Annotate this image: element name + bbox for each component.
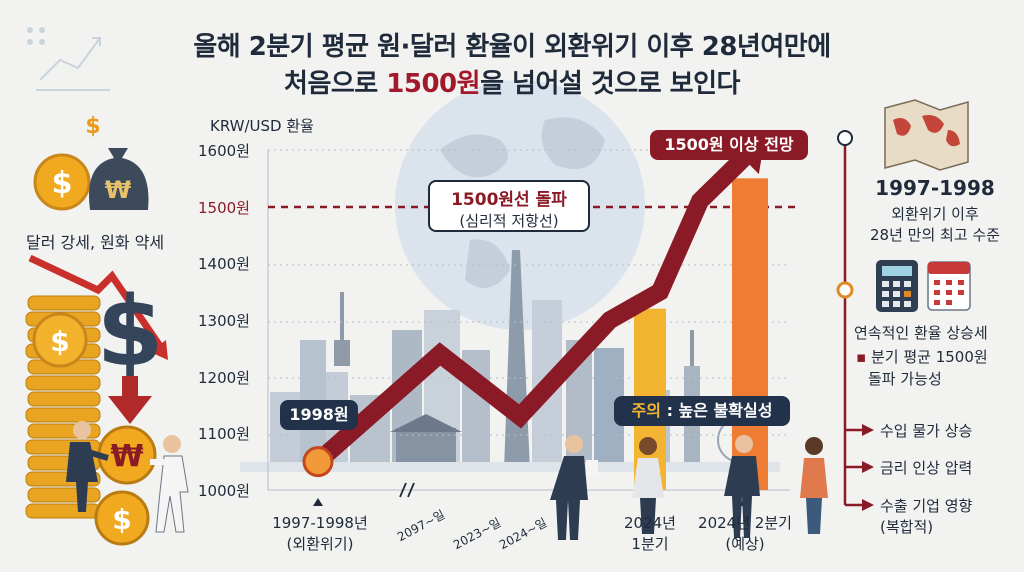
svg-text:₩: ₩ — [110, 439, 143, 474]
impact-item-1: 수입 물가 상승 — [880, 422, 973, 440]
dollar-coin-icon: $ — [94, 490, 150, 546]
svg-text:$: $ — [85, 114, 100, 139]
left-caption: 달러 강세, 원화 약세 — [26, 233, 165, 252]
caution-callout: 주의 : 높은 불확실성 — [614, 396, 790, 426]
dollar-coin-icon: $ — [32, 312, 88, 368]
title-line-2: 처음으로 1500원을 넘어설 것으로 보인다 — [0, 63, 1024, 100]
y-tick-label: 1100원 — [198, 425, 250, 444]
threshold-callout-sub: (심리적 저항선) — [459, 212, 559, 230]
x-label-1997-1998: 1997-1998년 (외환위기) — [272, 514, 368, 553]
trend-sketch-icon — [27, 27, 110, 91]
svg-text:$: $ — [97, 276, 164, 388]
won-coin-icon: ₩ — [97, 425, 157, 485]
right-period-desc-2: 28년 만의 최고 수준 — [870, 226, 1000, 244]
right-period-desc-1: 외환위기 이후 — [891, 205, 979, 223]
world-map-icon — [884, 99, 969, 171]
person-woman-figure — [800, 437, 828, 534]
threshold-callout: 1500원선 돌파 (심리적 저항선) — [428, 180, 590, 232]
right-timeline — [836, 130, 874, 511]
forecast-callout: 1500원 이상 전망 — [650, 130, 808, 160]
x-axis-markers — [313, 498, 749, 506]
impact-item-2: 금리 인상 압력 — [880, 459, 973, 477]
dollar-coin-icon: $ — [33, 153, 91, 211]
svg-text:$: $ — [50, 325, 69, 358]
svg-text:$: $ — [52, 166, 73, 201]
businessman-figure — [66, 421, 109, 512]
impact-item-3-sub: (복합적) — [880, 518, 934, 536]
x-label-2024-q1: 2024년 1분기 — [624, 514, 676, 553]
y-tick-label: 1000원 — [198, 482, 250, 500]
right-trend-desc-1: ▪ 분기 평균 1500원 — [856, 348, 988, 366]
y-tick-label: 1500원 — [198, 198, 250, 217]
caution-text: : 높은 불확실성 — [661, 401, 773, 420]
title-line-1: 올해 2분기 평균 원·달러 환율이 외환위기 이후 28년여만에 — [193, 32, 831, 62]
start-point-marker — [302, 446, 334, 478]
dollar-tag-icon: $ — [85, 114, 100, 139]
caution-label: 주의 — [631, 401, 661, 420]
calculator-icon — [876, 260, 918, 312]
person-suit-figure — [724, 435, 760, 538]
title-highlight: 1500원 — [386, 69, 481, 99]
trend-line — [312, 143, 759, 469]
right-period-title: 1997-1998 — [875, 176, 995, 200]
person-worried-figure — [632, 437, 664, 534]
svg-text:₩: ₩ — [105, 176, 132, 204]
y-tick-label: 1600원 — [198, 142, 250, 160]
axis-break-mark — [399, 482, 415, 498]
title-line-2-post: 을 넘어설 것으로 보인다 — [480, 69, 740, 99]
svg-text:$: $ — [112, 503, 131, 536]
y-tick-label: 1300원 — [198, 312, 250, 330]
businessman-figure — [150, 435, 189, 533]
threshold-callout-title: 1500원선 돌파 — [451, 190, 567, 210]
down-trend-arrow-icon — [28, 254, 168, 360]
calendar-icon — [927, 261, 971, 311]
x-label-2024-q2: 2024년 2분기 (예상) — [698, 514, 792, 553]
title-line-2-pre: 처음으로 — [284, 69, 387, 99]
big-dollar-sign-icon: $ — [97, 276, 164, 388]
start-point-callout: 1998원 — [280, 400, 358, 430]
y-axis-unit: KRW/USD 환율 — [210, 117, 314, 135]
impact-item-3: 수출 기업 영향 — [880, 497, 973, 515]
won-money-bag-icon: ₩ — [89, 148, 149, 210]
person-presenter-figure — [550, 435, 598, 540]
right-trend-title: 연속적인 환율 상승세 — [854, 324, 988, 342]
y-tick-label: 1400원 — [198, 255, 250, 274]
right-trend-desc-2: 돌파 가능성 — [868, 370, 942, 388]
down-arrow-icon — [108, 376, 152, 424]
y-tick-label: 1200원 — [198, 368, 250, 387]
